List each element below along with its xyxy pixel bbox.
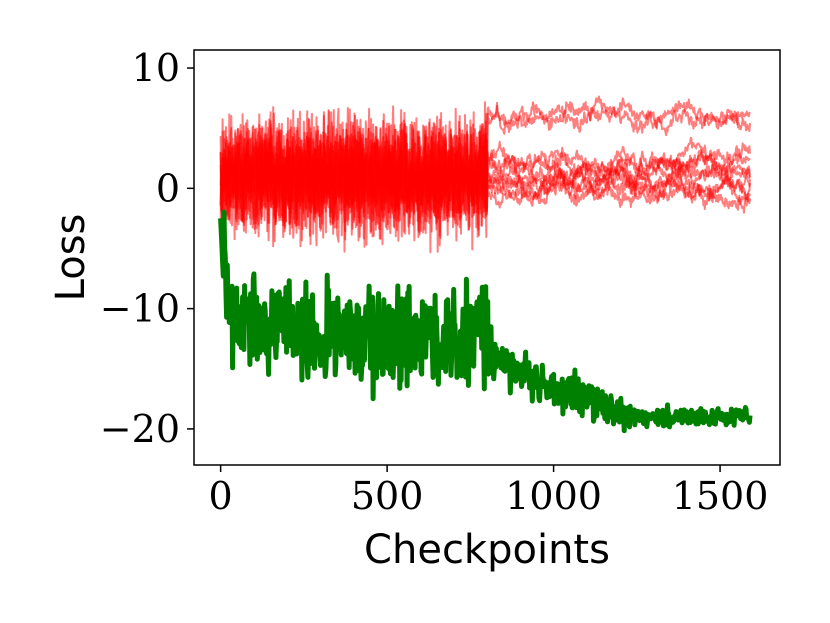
- x-tick-label: 500: [351, 474, 424, 518]
- y-axis-label: Loss: [48, 214, 94, 302]
- y-tick-label: 0: [156, 166, 180, 210]
- y-tick-label: −20: [100, 407, 180, 451]
- y-tick-label: −10: [100, 287, 180, 331]
- plot-frame: [193, 49, 781, 466]
- red-series-line: [219, 112, 751, 249]
- x-tick-label: 0: [209, 474, 233, 518]
- x-tick-label: 1000: [505, 474, 602, 518]
- x-tick-label: 1500: [672, 474, 769, 518]
- axes: 0 500 1000 1500 10 0 −10 −20 Checkpoints Loss: [48, 46, 781, 573]
- x-axis-label: Checkpoints: [364, 527, 610, 573]
- y-tick-label: 10: [132, 46, 180, 90]
- plot-area: [218, 95, 753, 434]
- green-series-line: [218, 209, 753, 434]
